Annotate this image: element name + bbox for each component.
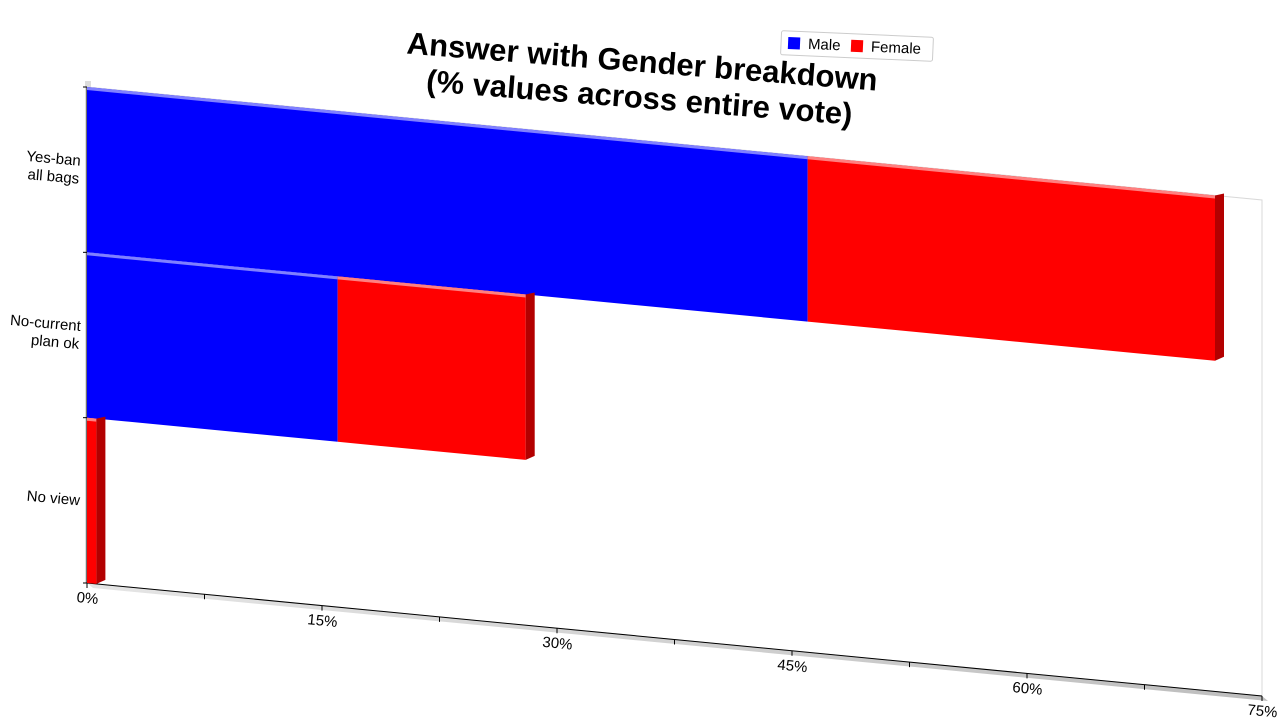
bar-top-male-1 (87, 87, 808, 160)
legend-swatch-female (850, 39, 864, 53)
bar-top-female-3 (87, 417, 97, 422)
bar-end-3 (96, 416, 106, 584)
x-axis: 0% 15% 30% 45% 60% 75% (76, 583, 1278, 720)
plot-floor (87, 583, 1268, 701)
x-tick-label: 75% (1247, 702, 1279, 720)
bar-female-3 (87, 417, 97, 584)
x-tick-label: 45% (777, 656, 809, 676)
legend-swatch-male (787, 36, 801, 50)
category-label: Yes-banall bags (24, 148, 81, 188)
bar-end-2 (525, 292, 535, 460)
legend: Male Female (780, 30, 934, 62)
bar-end-1 (1215, 193, 1224, 361)
bars (87, 87, 1224, 584)
x-tick-label: 30% (542, 634, 574, 654)
bar-top-female-1 (807, 156, 1215, 199)
bar-male-1 (87, 87, 808, 322)
bar-top-female-2 (337, 276, 526, 298)
x-tick-label: 15% (307, 611, 339, 631)
bar-top-male-2 (87, 252, 338, 280)
legend-label-male: Male (808, 36, 841, 54)
x-tick-label: 0% (76, 589, 99, 608)
bar-female-2 (337, 276, 526, 460)
category-label: No view (26, 488, 81, 510)
legend-label-female: Female (871, 39, 922, 58)
y-axis: Yes-banall bags No-currentplan ok No view (8, 86, 87, 584)
bar-female-1 (807, 156, 1215, 361)
x-tick-label: 60% (1012, 679, 1044, 699)
category-label: No-currentplan ok (8, 312, 82, 353)
bar-male-2 (87, 252, 338, 442)
